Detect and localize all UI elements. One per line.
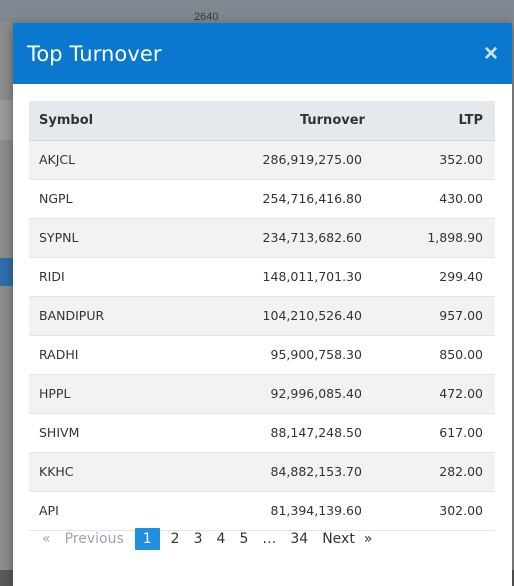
background-panel [0, 100, 14, 140]
table-row[interactable]: SHIVM 88,147,248.50 617.00 [29, 413, 495, 453]
pagination: « Previous 1 2 3 4 5… 34 Next » [35, 528, 379, 550]
column-header-turnover[interactable]: Turnover [170, 101, 368, 141]
ltp-cell: 957.00 [367, 296, 495, 336]
turnover-cell: 95,900,758.30 [170, 335, 368, 375]
next-arrow-icon[interactable]: » [363, 531, 373, 547]
next-page-button[interactable]: Next [322, 531, 355, 547]
turnover-cell: 286,919,275.00 [170, 140, 368, 180]
chart-tick-label: 2640 [194, 11, 219, 23]
pagination-ellipsis: … [262, 531, 277, 547]
table-row[interactable]: BANDIPUR 104,210,526.40 957.00 [29, 296, 495, 336]
symbol-cell: RADHI [29, 335, 171, 375]
turnover-table-container: Symbol Turnover LTP AKJCL 286,919,275.00 3… [29, 101, 495, 531]
turnover-cell: 81,394,139.60 [170, 491, 368, 531]
top-turnover-modal: Top Turnover × Symbol Turnover LTP AKJCL… [13, 23, 512, 586]
page-number-button[interactable]: 34 [290, 531, 309, 547]
ltp-cell: 850.00 [367, 335, 495, 375]
symbol-cell: BANDIPUR [29, 296, 171, 336]
table-row[interactable]: KKHC 84,882,153.70 282.00 [29, 452, 495, 492]
modal-header: Top Turnover × [13, 23, 512, 84]
table-row[interactable]: AKJCL 286,919,275.00 352.00 [29, 140, 495, 180]
turnover-table: Symbol Turnover LTP AKJCL 286,919,275.00 3… [29, 101, 495, 531]
turnover-cell: 92,996,085.40 [170, 374, 368, 414]
symbol-cell: AKJCL [29, 140, 171, 180]
page-number-button[interactable]: 1 [134, 528, 160, 550]
ltp-cell: 472.00 [367, 374, 495, 414]
symbol-cell: SHIVM [29, 413, 171, 453]
page-number-button[interactable]: 4 [216, 531, 226, 547]
close-icon[interactable]: × [483, 39, 498, 67]
column-header-ltp[interactable]: LTP [367, 101, 495, 141]
turnover-cell: 234,713,682.60 [170, 218, 368, 258]
symbol-cell: RIDI [29, 257, 171, 297]
ltp-cell: 299.40 [367, 257, 495, 297]
background-chart [0, 0, 514, 22]
table-row[interactable]: RADHI 95,900,758.30 850.00 [29, 335, 495, 375]
ltp-cell: 430.00 [367, 179, 495, 219]
table-row[interactable]: HPPL 92,996,085.40 472.00 [29, 374, 495, 414]
table-header-row: Symbol Turnover LTP [29, 101, 495, 141]
symbol-cell: HPPL [29, 374, 171, 414]
symbol-cell: SYPNL [29, 218, 171, 258]
page-number-button[interactable]: 2 [170, 531, 180, 547]
table-row[interactable]: SYPNL 234,713,682.60 1,898.90 [29, 218, 495, 258]
background-tab [0, 258, 14, 286]
modal-title: Top Turnover [27, 41, 162, 66]
symbol-cell: KKHC [29, 452, 171, 492]
table-row[interactable]: API 81,394,139.60 302.00 [29, 491, 495, 531]
ltp-cell: 617.00 [367, 413, 495, 453]
turnover-cell: 148,011,701.30 [170, 257, 368, 297]
ltp-cell: 352.00 [367, 140, 495, 180]
table-row[interactable]: NGPL 254,716,416.80 430.00 [29, 179, 495, 219]
turnover-cell: 254,716,416.80 [170, 179, 368, 219]
symbol-cell: NGPL [29, 179, 171, 219]
turnover-cell: 104,210,526.40 [170, 296, 368, 336]
column-header-symbol[interactable]: Symbol [29, 101, 171, 141]
previous-arrow-icon: « [42, 531, 51, 547]
table-row[interactable]: RIDI 148,011,701.30 299.40 [29, 257, 495, 297]
ltp-cell: 302.00 [367, 491, 495, 531]
page-number-button[interactable]: 5 [239, 531, 249, 547]
page-number-button[interactable]: 3 [193, 531, 203, 547]
turnover-cell: 88,147,248.50 [170, 413, 368, 453]
symbol-cell: API [29, 491, 171, 531]
ltp-cell: 1,898.90 [367, 218, 495, 258]
ltp-cell: 282.00 [367, 452, 495, 492]
previous-page-button: Previous [64, 531, 124, 547]
turnover-cell: 84,882,153.70 [170, 452, 368, 492]
